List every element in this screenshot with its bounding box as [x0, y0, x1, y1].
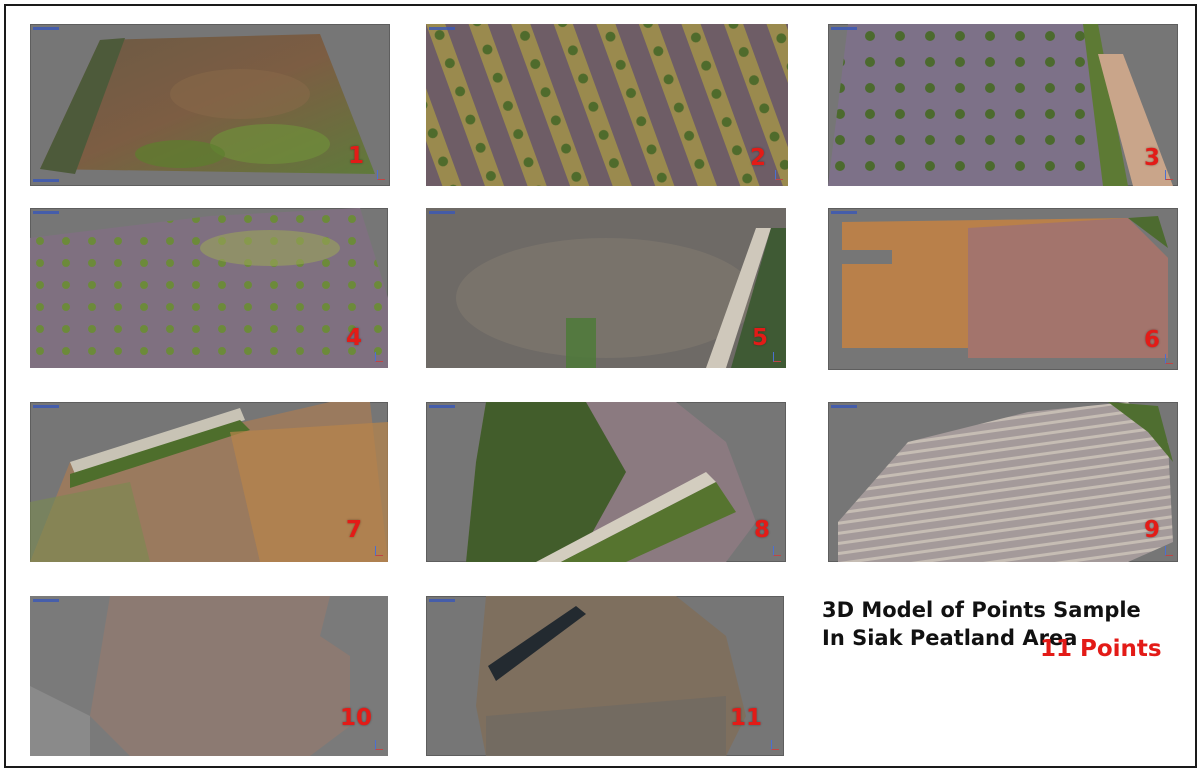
model-panel-1: 1 — [30, 24, 390, 186]
panel-number-2: 2 — [749, 145, 766, 171]
model-render-9 — [838, 402, 1173, 562]
model-panel-9: 9 — [828, 402, 1178, 562]
model-render-4 — [30, 208, 388, 368]
model-render-5 — [426, 208, 786, 368]
panel-number-4: 4 — [345, 325, 362, 351]
model-panel-7: 7 — [30, 402, 388, 562]
panel-number-6: 6 — [1143, 327, 1160, 353]
model-panel-8: 8 — [426, 402, 786, 562]
axis-icon — [1165, 354, 1173, 364]
panel-number-10: 10 — [339, 705, 372, 731]
axis-icon — [375, 352, 383, 362]
points-count-label: 11 Points — [1040, 636, 1162, 662]
viewer-toolbar-mark — [429, 27, 455, 30]
axis-icon — [1165, 170, 1173, 180]
model-panel-11: 11 — [426, 596, 784, 756]
viewer-toolbar-mark — [831, 27, 857, 30]
panel-number-7: 7 — [345, 517, 362, 543]
model-panel-5: 5 — [426, 208, 786, 368]
model-render-2 — [426, 24, 788, 186]
panel-number-1: 1 — [347, 143, 364, 169]
viewer-toolbar-mark — [831, 211, 857, 214]
model-panel-4: 4 — [30, 208, 388, 368]
model-render-7 — [30, 402, 388, 562]
axis-icon — [773, 352, 781, 362]
viewer-status-mark — [33, 179, 59, 182]
panel-number-9: 9 — [1143, 517, 1160, 543]
axis-icon — [771, 740, 779, 750]
panel-number-5: 5 — [751, 325, 768, 351]
axis-icon — [773, 546, 781, 556]
figure-caption: 3D Model of Points Sample In Siak Peatla… — [822, 596, 1141, 652]
caption-line-1: 3D Model of Points Sample — [822, 598, 1141, 622]
model-render-1 — [40, 34, 375, 174]
axis-icon — [775, 170, 783, 180]
model-render-11 — [476, 596, 746, 756]
viewer-toolbar-mark — [429, 211, 455, 214]
model-panel-3: 3 — [828, 24, 1178, 186]
caption-line-2: In Siak Peatland Area — [822, 626, 1078, 650]
viewer-toolbar-mark — [429, 405, 455, 408]
viewer-toolbar-mark — [33, 405, 59, 408]
model-panel-10: 10 — [30, 596, 388, 756]
viewer-toolbar-mark — [33, 211, 59, 214]
axis-icon — [375, 740, 383, 750]
viewer-toolbar-mark — [831, 405, 857, 408]
viewer-toolbar-mark — [429, 599, 455, 602]
viewer-toolbar-mark — [33, 27, 59, 30]
model-render-6 — [842, 216, 1168, 358]
model-panel-2: 2 — [426, 24, 788, 186]
axis-icon — [377, 170, 385, 180]
axis-icon — [375, 546, 383, 556]
model-render-10 — [30, 596, 388, 756]
model-render-3 — [828, 24, 1173, 186]
axis-icon — [1165, 546, 1173, 556]
model-render-8 — [466, 402, 756, 562]
model-panel-6: 6 — [828, 208, 1178, 370]
viewer-toolbar-mark — [33, 599, 59, 602]
panel-number-3: 3 — [1143, 145, 1160, 171]
panel-number-8: 8 — [753, 517, 770, 543]
panel-number-11: 11 — [729, 705, 762, 731]
